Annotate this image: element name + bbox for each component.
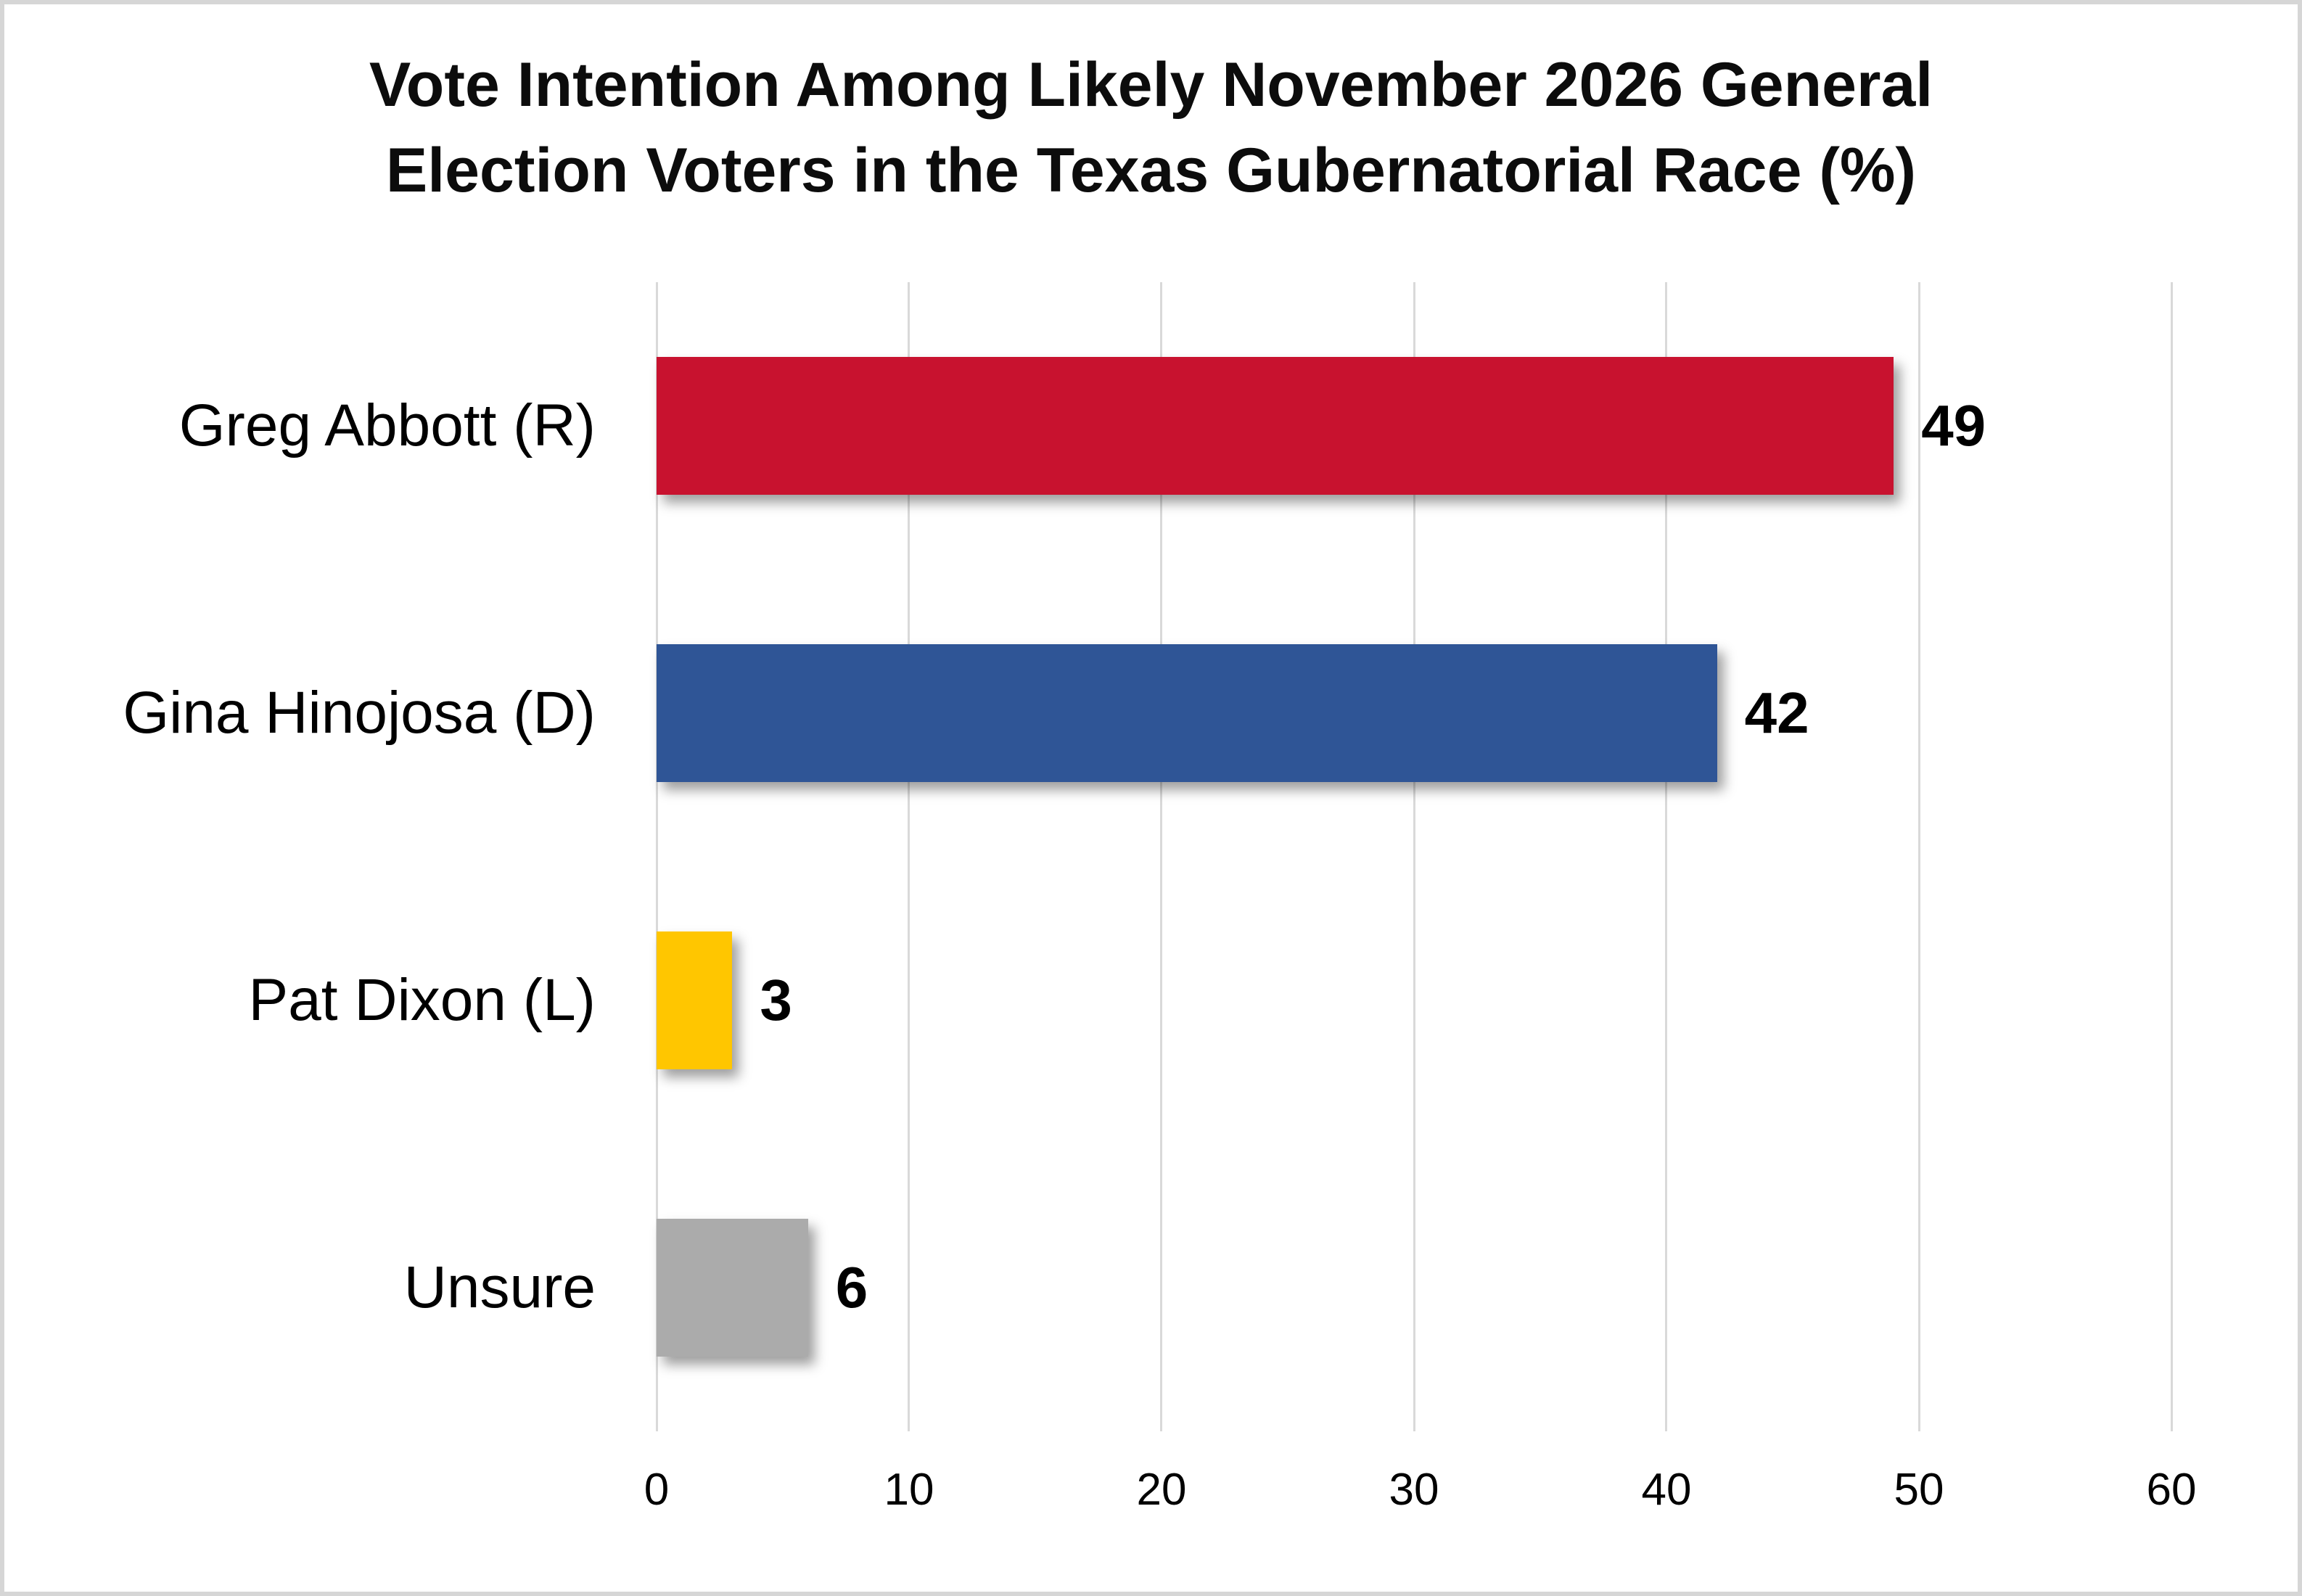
gridline-60 bbox=[2170, 282, 2173, 1431]
value-label-4: 6 bbox=[835, 1255, 868, 1320]
bar-row-2: 42 bbox=[657, 569, 2171, 857]
value-label-1: 49 bbox=[1921, 393, 1986, 458]
value-label-3: 3 bbox=[760, 968, 792, 1032]
bar-1 bbox=[657, 357, 1894, 495]
bar-row-4: 6 bbox=[657, 1144, 2171, 1431]
x-tick-label-10: 10 bbox=[884, 1465, 934, 1515]
category-label-4: Unsure bbox=[403, 1254, 596, 1320]
chart-title-line-2: Election Voters in the Texas Gubernatori… bbox=[385, 136, 1917, 205]
x-tick-label-50: 50 bbox=[1894, 1465, 1944, 1515]
bar-row-3: 3 bbox=[657, 857, 2171, 1144]
chart-title: Vote Intention Among Likely November 202… bbox=[4, 42, 2298, 213]
x-tick-label-20: 20 bbox=[1136, 1465, 1187, 1515]
gridline-0 bbox=[655, 282, 658, 1431]
chart-title-line-1: Vote Intention Among Likely November 202… bbox=[369, 50, 1933, 120]
value-label-2: 42 bbox=[1744, 680, 1809, 745]
category-axis-labels: Greg Abbott (R) Gina Hinojosa (D) Pat Dixo… bbox=[4, 282, 596, 1431]
bar-4 bbox=[657, 1219, 808, 1357]
gridline-10 bbox=[908, 282, 910, 1431]
gridline-40 bbox=[1665, 282, 1668, 1431]
value-axis: 0 10 20 30 40 50 60 bbox=[644, 1464, 2197, 1529]
bar-3 bbox=[657, 931, 733, 1069]
category-label-1: Greg Abbott (R) bbox=[178, 392, 596, 458]
x-tick-label-30: 30 bbox=[1389, 1465, 1439, 1515]
bar-row-1: 49 bbox=[657, 282, 2171, 569]
category-label-3: Pat Dixon (L) bbox=[248, 967, 596, 1033]
x-tick-label-0: 0 bbox=[644, 1465, 670, 1515]
gridline-30 bbox=[1413, 282, 1415, 1431]
x-tick-label-60: 60 bbox=[2146, 1465, 2197, 1515]
category-label-2: Gina Hinojosa (D) bbox=[123, 680, 596, 746]
gridline-50 bbox=[1917, 282, 1920, 1431]
gridline-20 bbox=[1160, 282, 1163, 1431]
x-tick-label-40: 40 bbox=[1641, 1465, 1692, 1515]
plot-area: 49 42 3 6 bbox=[655, 282, 2173, 1431]
bar-2 bbox=[657, 644, 1717, 782]
